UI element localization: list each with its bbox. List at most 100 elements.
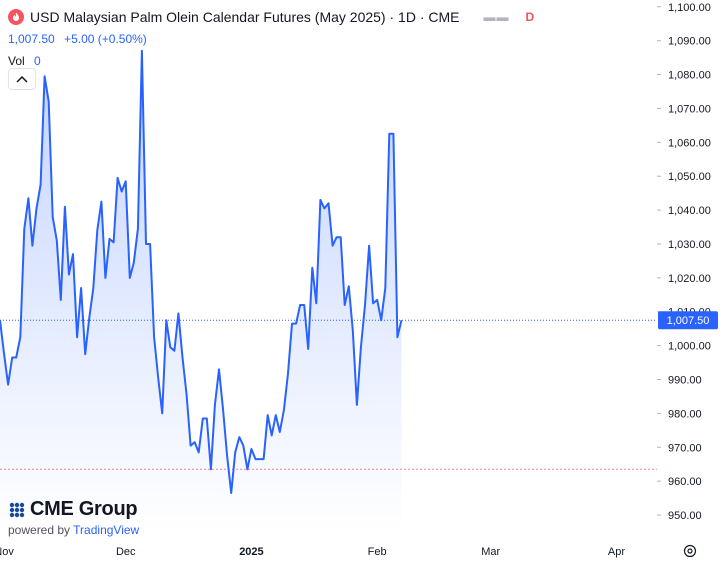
price-area-fill (0, 50, 402, 533)
data-point (2, 352, 6, 356)
data-point (124, 179, 128, 183)
volume-row: Vol 0 (8, 54, 534, 68)
data-point (168, 345, 172, 349)
data-point (258, 457, 262, 461)
price-row: 1,007.50 +5.00 (+0.50%) (8, 32, 534, 46)
last-price-tag-bg (658, 311, 718, 330)
y-axis[interactable]: 950.00 960.00 970.00 980.00 990.00 1,000.00 1,… (657, 2, 711, 522)
y-tick-label: 1,020.00 (668, 273, 711, 285)
data-point (351, 328, 355, 332)
data-point (306, 347, 310, 351)
data-point (282, 408, 286, 412)
data-point (375, 298, 379, 302)
data-point (120, 189, 124, 193)
data-point (108, 237, 112, 241)
data-point (43, 74, 47, 78)
data-point (310, 266, 314, 270)
y-tick-label: 1,000.00 (668, 341, 711, 353)
data-point (83, 352, 87, 356)
data-point (55, 239, 59, 243)
last-price-tag: 1,007.50 (658, 311, 718, 330)
data-point (249, 447, 253, 451)
data-point (10, 355, 14, 359)
data-point (47, 100, 51, 104)
data-point (91, 286, 95, 290)
data-point (245, 467, 249, 471)
collapse-legend-button[interactable] (8, 68, 36, 90)
data-point (339, 235, 343, 239)
data-point (213, 403, 217, 407)
data-point (359, 345, 363, 349)
data-point (205, 416, 209, 420)
data-point (201, 416, 205, 420)
data-point (233, 450, 237, 454)
last-price-tag-label: 1,007.50 (667, 315, 710, 327)
y-tick-label: 1,030.00 (668, 239, 711, 251)
y-tick-label: 1,060.00 (668, 137, 711, 149)
data-point (347, 284, 351, 288)
y-tick-label: 990.00 (668, 375, 702, 387)
last-price-value: 1,007.50 (8, 32, 55, 46)
data-point (176, 311, 180, 315)
data-point (294, 322, 298, 326)
x-tick-label: Nov (0, 546, 14, 558)
data-point (30, 244, 34, 248)
data-point (144, 242, 148, 246)
data-point (67, 272, 71, 276)
flame-icon (8, 9, 24, 25)
tradingview-link[interactable]: TradingView (73, 523, 140, 537)
data-point (274, 413, 278, 417)
y-tick-label: 1,080.00 (668, 70, 711, 82)
y-tick-label: 1,070.00 (668, 103, 711, 115)
data-point (395, 335, 399, 339)
data-point (298, 303, 302, 307)
data-point (225, 454, 229, 458)
x-tick-label: Apr (608, 546, 625, 558)
data-point (185, 393, 189, 397)
data-point (112, 240, 116, 244)
data-point (152, 335, 156, 339)
price-line (0, 49, 403, 494)
data-point (262, 457, 266, 461)
data-point (39, 183, 43, 187)
y-tick-label: 1,100.00 (668, 2, 711, 14)
y-tick-label: 970.00 (668, 442, 702, 454)
data-point (229, 491, 233, 495)
volume-label: Vol (8, 54, 25, 68)
data-point (391, 132, 395, 136)
powered-by-label: powered by (8, 523, 71, 537)
data-point (314, 301, 318, 305)
x-axis[interactable]: Nov Dec 2025 Feb Mar Apr (0, 546, 625, 558)
data-point (51, 215, 55, 219)
data-point (22, 227, 26, 231)
data-point (181, 355, 185, 359)
x-tick-label: 2025 (239, 546, 263, 558)
volume-value: 0 (34, 54, 41, 68)
data-point (116, 176, 120, 180)
data-point (26, 196, 30, 200)
delayed-badge[interactable]: D (525, 10, 535, 24)
data-point (79, 286, 83, 290)
data-point (327, 201, 331, 205)
y-tick-label: 980.00 (668, 408, 702, 420)
symbol-title[interactable]: USD Malaysian Palm Olein Calendar Future… (30, 9, 460, 25)
data-point (148, 242, 152, 246)
data-point (71, 252, 75, 256)
settings-gear-icon[interactable] (683, 544, 697, 558)
data-point (367, 244, 371, 248)
status-dashes: ▬▬ (483, 10, 510, 24)
powered-by: powered by TradingView (8, 523, 139, 537)
data-point (18, 335, 22, 339)
cme-globe-icon (9, 502, 25, 517)
data-point (95, 228, 99, 232)
data-point (160, 411, 164, 415)
data-point (400, 318, 404, 322)
data-point (266, 413, 270, 417)
data-point (156, 376, 160, 380)
y-tick-label: 950.00 (668, 510, 702, 522)
price-change-value: +5.00 (+0.50%) (64, 32, 147, 46)
data-point (0, 318, 2, 322)
x-tick-label: Dec (116, 546, 136, 558)
cme-logo[interactable]: CME Group powered by TradingView (8, 498, 139, 537)
